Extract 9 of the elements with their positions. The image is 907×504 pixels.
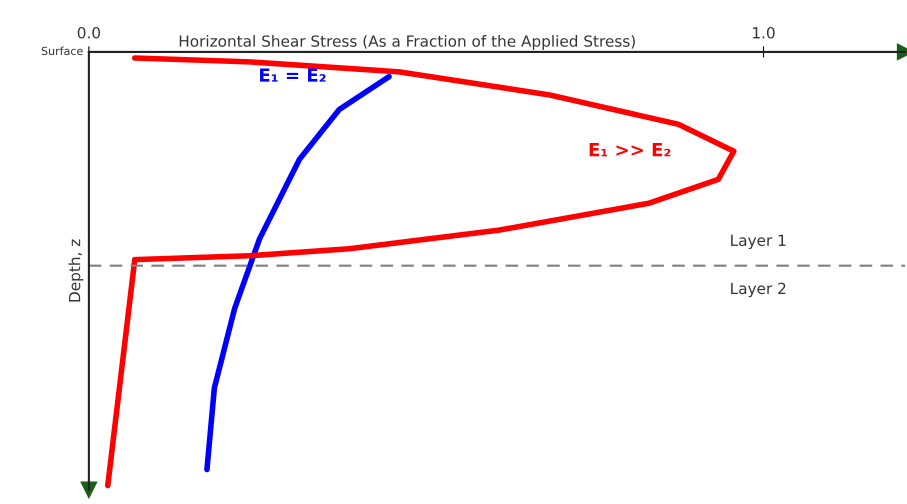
x-tick-label: 1.0 bbox=[753, 26, 775, 39]
annotation: Layer 2 bbox=[731, 282, 786, 298]
text: Surface bbox=[42, 46, 83, 56]
x-tick-label: 0.0 bbox=[78, 26, 100, 39]
series-label: E₁ = E₂ bbox=[260, 68, 326, 82]
y-axis-title: Depth, z bbox=[68, 239, 84, 302]
x-axis-title: Horizontal Shear Stress (As a Fraction of the Applied Stress) bbox=[180, 35, 635, 50]
series-label: E₁ >> E₂ bbox=[590, 143, 670, 156]
annotation: Layer 1 bbox=[731, 234, 786, 250]
